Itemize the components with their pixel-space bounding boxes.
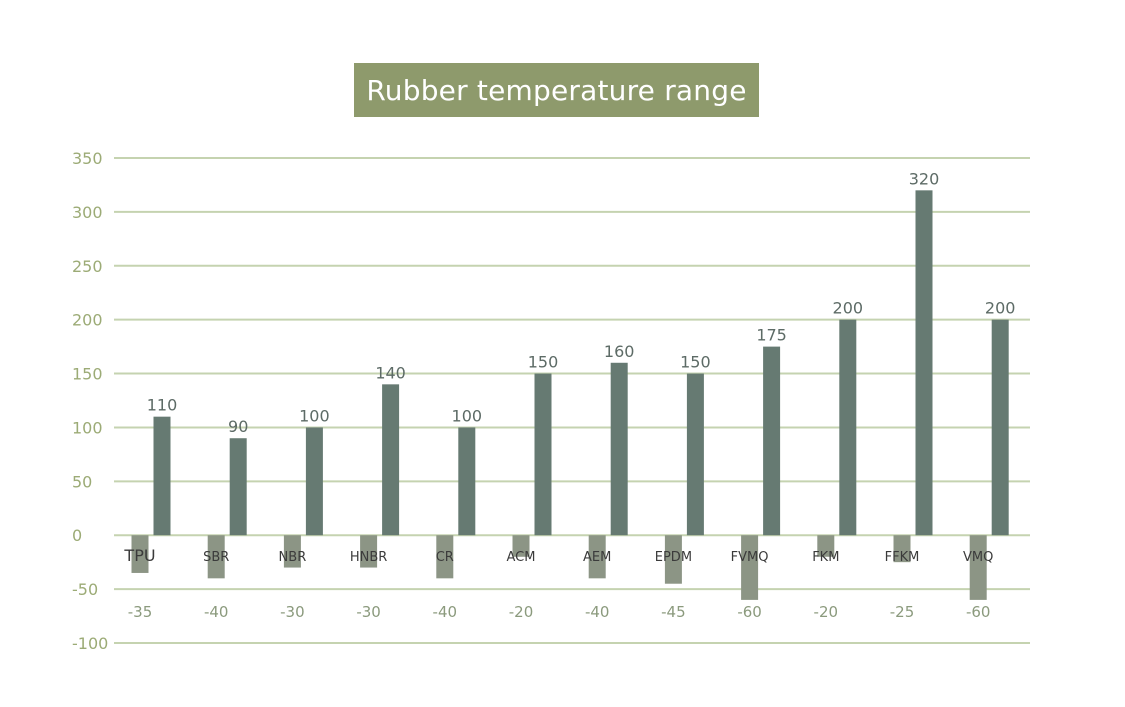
category-label: ACM xyxy=(507,550,536,565)
chart-title-box: Rubber temperature range xyxy=(354,63,759,117)
max-value-label: 200 xyxy=(833,299,864,318)
category-label: TPU xyxy=(123,546,155,565)
category-label: SBR xyxy=(203,550,229,565)
chart-title: Rubber temperature range xyxy=(366,73,747,107)
min-value-label: -30 xyxy=(356,603,381,621)
y-tick-label: -50 xyxy=(72,580,98,599)
max-value-label: 150 xyxy=(528,353,559,372)
max-temp-bar xyxy=(458,427,476,536)
y-tick-label: 250 xyxy=(72,257,103,276)
min-temp-bar xyxy=(817,535,835,557)
bars xyxy=(131,190,1009,600)
category-label: FVMQ xyxy=(731,550,769,565)
max-temp-bar xyxy=(991,319,1009,536)
max-value-label: 110 xyxy=(147,396,178,415)
max-temp-bar xyxy=(229,438,247,536)
max-temp-bar xyxy=(839,319,857,536)
y-tick-label: 300 xyxy=(72,203,103,222)
max-value-label: 150 xyxy=(680,353,711,372)
y-tick-label: -100 xyxy=(72,634,108,653)
min-value-label: -40 xyxy=(585,603,610,621)
min-temp-bar xyxy=(741,535,759,600)
min-value-label: -20 xyxy=(509,603,534,621)
y-axis-ticks: 350 300 250 200 150 100 50 0 -50 -100 xyxy=(72,149,108,653)
max-temp-bar xyxy=(686,373,704,536)
category-label: NBR xyxy=(279,550,307,565)
max-temp-bar xyxy=(915,190,933,536)
max-value-label: 320 xyxy=(909,169,940,188)
gridlines xyxy=(114,157,1030,644)
max-temp-bar xyxy=(534,373,552,536)
labels: 110 TPU -35 90 SBR -40 100 NBR -30 140 HNBR -30 100 C… xyxy=(123,169,1015,621)
category-label: CR xyxy=(436,550,454,565)
y-tick-label: 0 xyxy=(72,526,82,545)
min-value-label: -25 xyxy=(890,603,915,621)
category-label: FFKM xyxy=(885,550,920,565)
min-temp-bar xyxy=(893,535,911,563)
max-value-label: 160 xyxy=(604,342,635,361)
min-temp-bar xyxy=(512,535,530,557)
category-label: AEM xyxy=(583,550,611,565)
min-temp-bar xyxy=(969,535,987,600)
min-value-label: -40 xyxy=(204,603,229,621)
max-temp-bar xyxy=(305,427,323,536)
min-value-label: -40 xyxy=(433,603,458,621)
min-value-label: -35 xyxy=(128,603,153,621)
y-tick-label: 150 xyxy=(72,365,103,384)
max-value-label: 175 xyxy=(756,326,787,345)
max-temp-bar xyxy=(763,346,781,536)
max-value-label: 90 xyxy=(228,417,248,436)
max-value-label: 100 xyxy=(452,406,483,425)
min-temp-bar xyxy=(588,535,606,579)
min-value-label: -60 xyxy=(737,603,762,621)
min-temp-bar xyxy=(360,535,378,568)
min-value-label: -60 xyxy=(966,603,991,621)
max-temp-bar xyxy=(153,416,171,536)
max-temp-bar xyxy=(610,362,628,536)
max-value-label: 100 xyxy=(299,406,330,425)
max-temp-bar xyxy=(382,384,400,536)
min-temp-bar xyxy=(283,535,301,568)
category-label: EPDM xyxy=(655,550,692,565)
min-temp-bar xyxy=(436,535,454,579)
category-label: HNBR xyxy=(350,550,387,565)
y-tick-label: 50 xyxy=(72,472,92,491)
min-temp-bar xyxy=(131,535,149,573)
category-label: FKM xyxy=(812,550,839,565)
min-value-label: -45 xyxy=(661,603,686,621)
min-value-label: -20 xyxy=(814,603,839,621)
y-tick-label: 200 xyxy=(72,311,103,330)
min-temp-bar xyxy=(207,535,225,579)
category-label: VMQ xyxy=(963,550,993,565)
y-tick-label: 350 xyxy=(72,149,103,168)
max-value-label: 200 xyxy=(985,299,1016,318)
min-temp-bar xyxy=(664,535,682,584)
y-tick-label: 100 xyxy=(72,418,103,437)
max-value-label: 140 xyxy=(375,363,406,382)
min-value-label: -30 xyxy=(280,603,305,621)
